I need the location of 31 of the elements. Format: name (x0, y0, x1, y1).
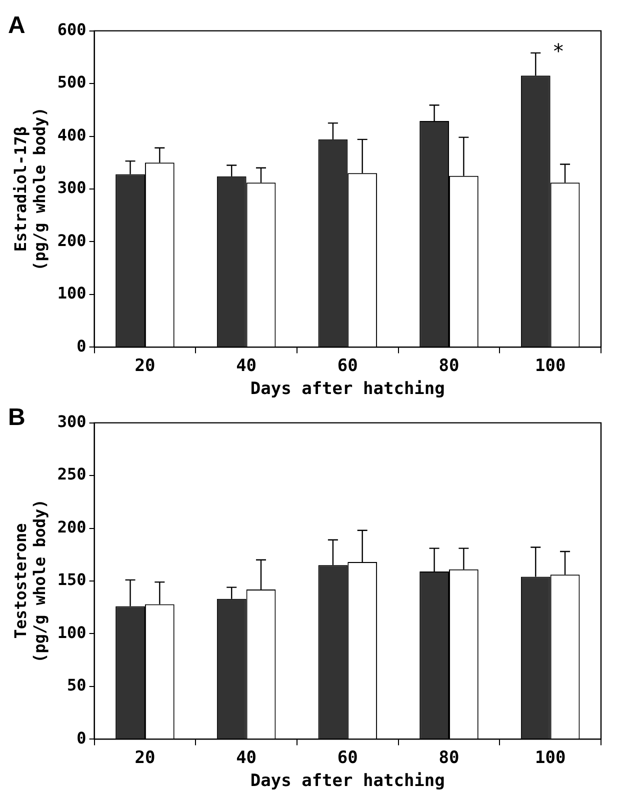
x-tick-label: 60 (337, 356, 358, 376)
y-axis-title: Estradiol-17β (pg/g whole body) (10, 107, 49, 271)
x-tick-label: 80 (438, 748, 460, 768)
x-tick-label: 20 (134, 748, 156, 768)
y-tick-label: 200 (57, 230, 86, 250)
x-axis-title: Days after hatching (250, 379, 445, 400)
y-tick-label: 0 (76, 336, 86, 356)
y-tick-label: 100 (57, 622, 86, 642)
y-tick-label: 150 (57, 570, 86, 590)
chart-title: A (8, 12, 26, 40)
x-tick-label: 80 (438, 356, 460, 376)
x-axis-title: Days after hatching (250, 771, 445, 792)
y-tick-label: 300 (57, 178, 86, 198)
annotation: * (552, 39, 564, 64)
y-tick-label: 500 (57, 72, 86, 92)
y-tick-label: 200 (57, 517, 86, 536)
y-tick-label: 400 (57, 125, 86, 144)
y-tick-label: 300 (57, 412, 86, 431)
x-tick-label: 40 (236, 356, 257, 376)
y-tick-label: 600 (57, 20, 86, 39)
y-tick-label: 250 (57, 464, 86, 484)
y-axis-title: Testosterone (pg/g whole body) (10, 499, 49, 663)
x-tick-label: 100 (534, 356, 566, 376)
x-tick-label: 60 (337, 748, 358, 768)
x-tick-label: 20 (134, 356, 156, 376)
y-tick-label: 0 (76, 728, 86, 748)
y-tick-label: 50 (67, 676, 86, 695)
y-tick-label: 100 (57, 284, 86, 303)
x-tick-label: 40 (236, 748, 257, 768)
x-tick-label: 100 (534, 748, 566, 768)
chart-title: B (8, 404, 26, 432)
